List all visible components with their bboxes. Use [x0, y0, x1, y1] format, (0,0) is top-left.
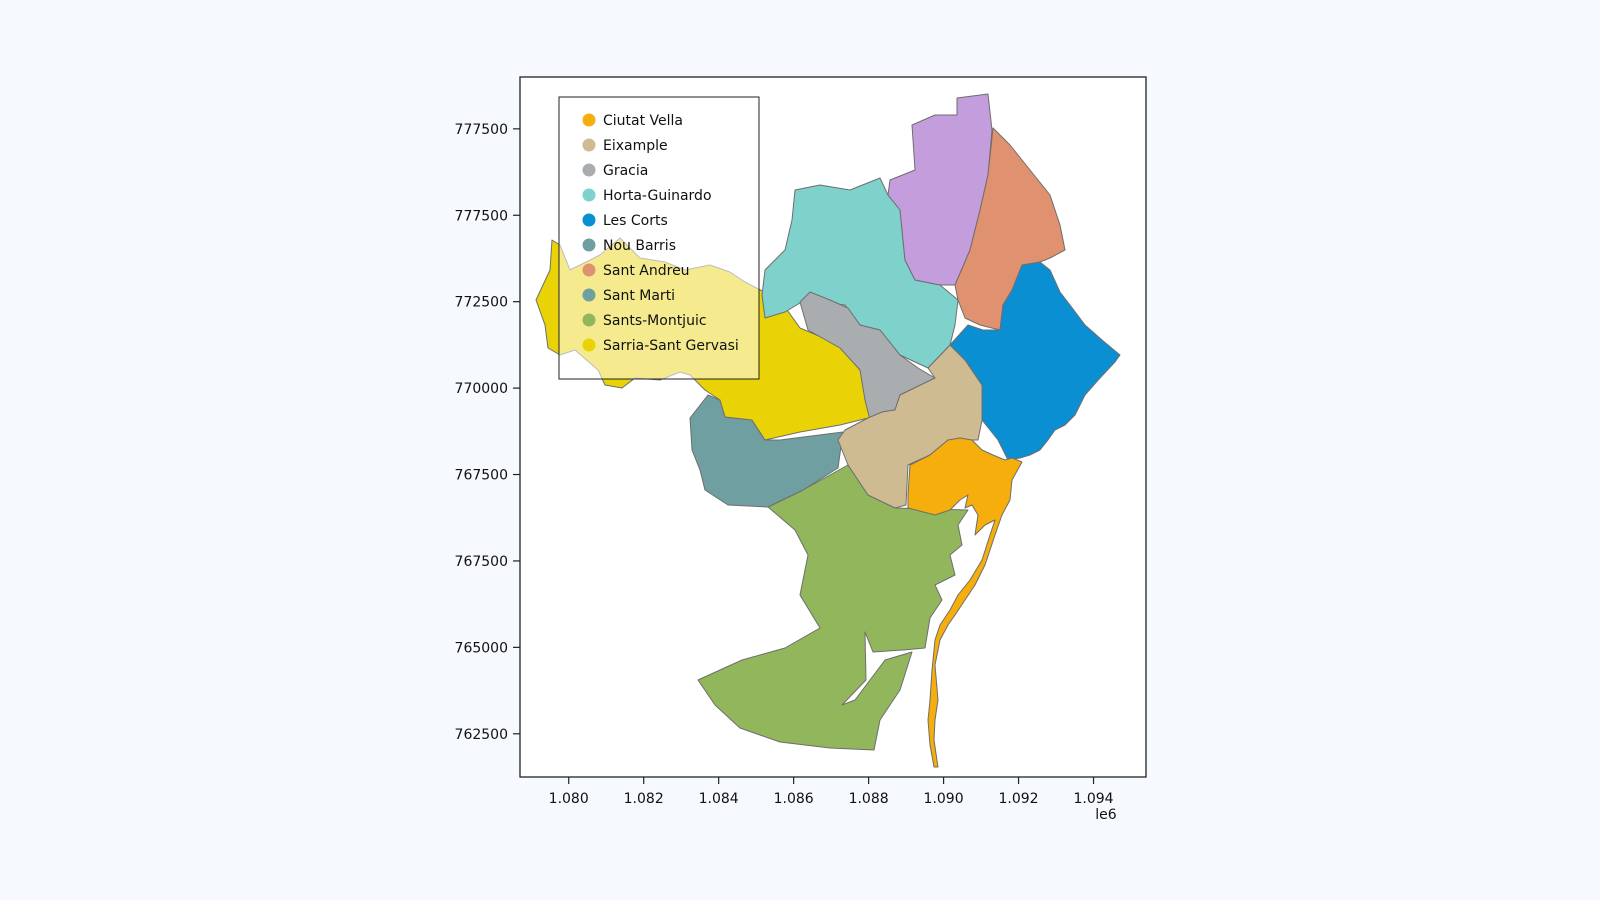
legend-label-2: Gracia [603, 163, 648, 179]
legend-label-3: Horta-Guinardo [603, 188, 712, 204]
legend: Ciutat Vella Eixample Gracia Horta-Guinardo… [558, 96, 760, 380]
legend-label-6: Sant Andreu [603, 263, 690, 279]
legend-swatch-8 [582, 313, 596, 327]
y-axis: 777500 777500 772500 770000 767500 767500 7650… [455, 122, 520, 743]
legend-swatch-6 [582, 263, 596, 277]
legend-label-0: Ciutat Vella [603, 113, 683, 129]
x-tick-label-1: 1.082 [624, 791, 664, 807]
x-tick-label-4: 1.088 [849, 791, 889, 807]
y-tick-label-1: 777500 [455, 208, 508, 224]
y-tick-label-2: 772500 [455, 295, 508, 311]
legend-swatch-7 [582, 288, 596, 302]
district-ciutat-vella [907, 437, 1023, 768]
legend-label-9: Sarria-Sant Gervasi [603, 338, 739, 354]
districts-layer [535, 93, 1121, 768]
x-axis-offset-label: le6 [1095, 807, 1117, 823]
legend-label-8: Sants-Montjuic [603, 313, 707, 329]
legend-swatch-9 [582, 338, 596, 352]
district-sants-montjuic [697, 464, 969, 751]
legend-label-4: Les Corts [603, 213, 668, 229]
y-tick-label-6: 765000 [455, 640, 508, 656]
x-tick-label-3: 1.086 [774, 791, 814, 807]
legend-swatch-2 [582, 163, 596, 177]
y-tick-label-0: 777500 [455, 122, 508, 138]
district-eixample [837, 344, 983, 509]
legend-swatch-4 [582, 213, 596, 227]
x-tick-label-6: 1.092 [999, 791, 1039, 807]
legend-swatch-1 [582, 138, 596, 152]
legend-label-7: Sant Marti [603, 288, 675, 304]
legend-swatch-5 [582, 238, 596, 252]
district-les-corts [949, 261, 1121, 461]
legend-label-5: Nou Barris [603, 238, 676, 254]
x-tick-label-0: 1.080 [549, 791, 589, 807]
legend-label-1: Eixample [603, 138, 668, 154]
x-tick-label-2: 1.084 [699, 791, 739, 807]
y-tick-label-4: 767500 [455, 468, 508, 484]
y-tick-label-7: 762500 [455, 727, 508, 743]
y-tick-label-3: 770000 [455, 381, 508, 397]
x-axis: 1.080 1.082 1.084 1.086 1.088 1.090 1.092 1.094 [549, 777, 1114, 807]
y-tick-label-5: 767500 [455, 554, 508, 570]
x-tick-label-5: 1.090 [924, 791, 964, 807]
x-tick-label-7: 1.094 [1073, 791, 1113, 807]
legend-swatch-0 [582, 113, 596, 127]
legend-swatch-3 [582, 188, 596, 202]
